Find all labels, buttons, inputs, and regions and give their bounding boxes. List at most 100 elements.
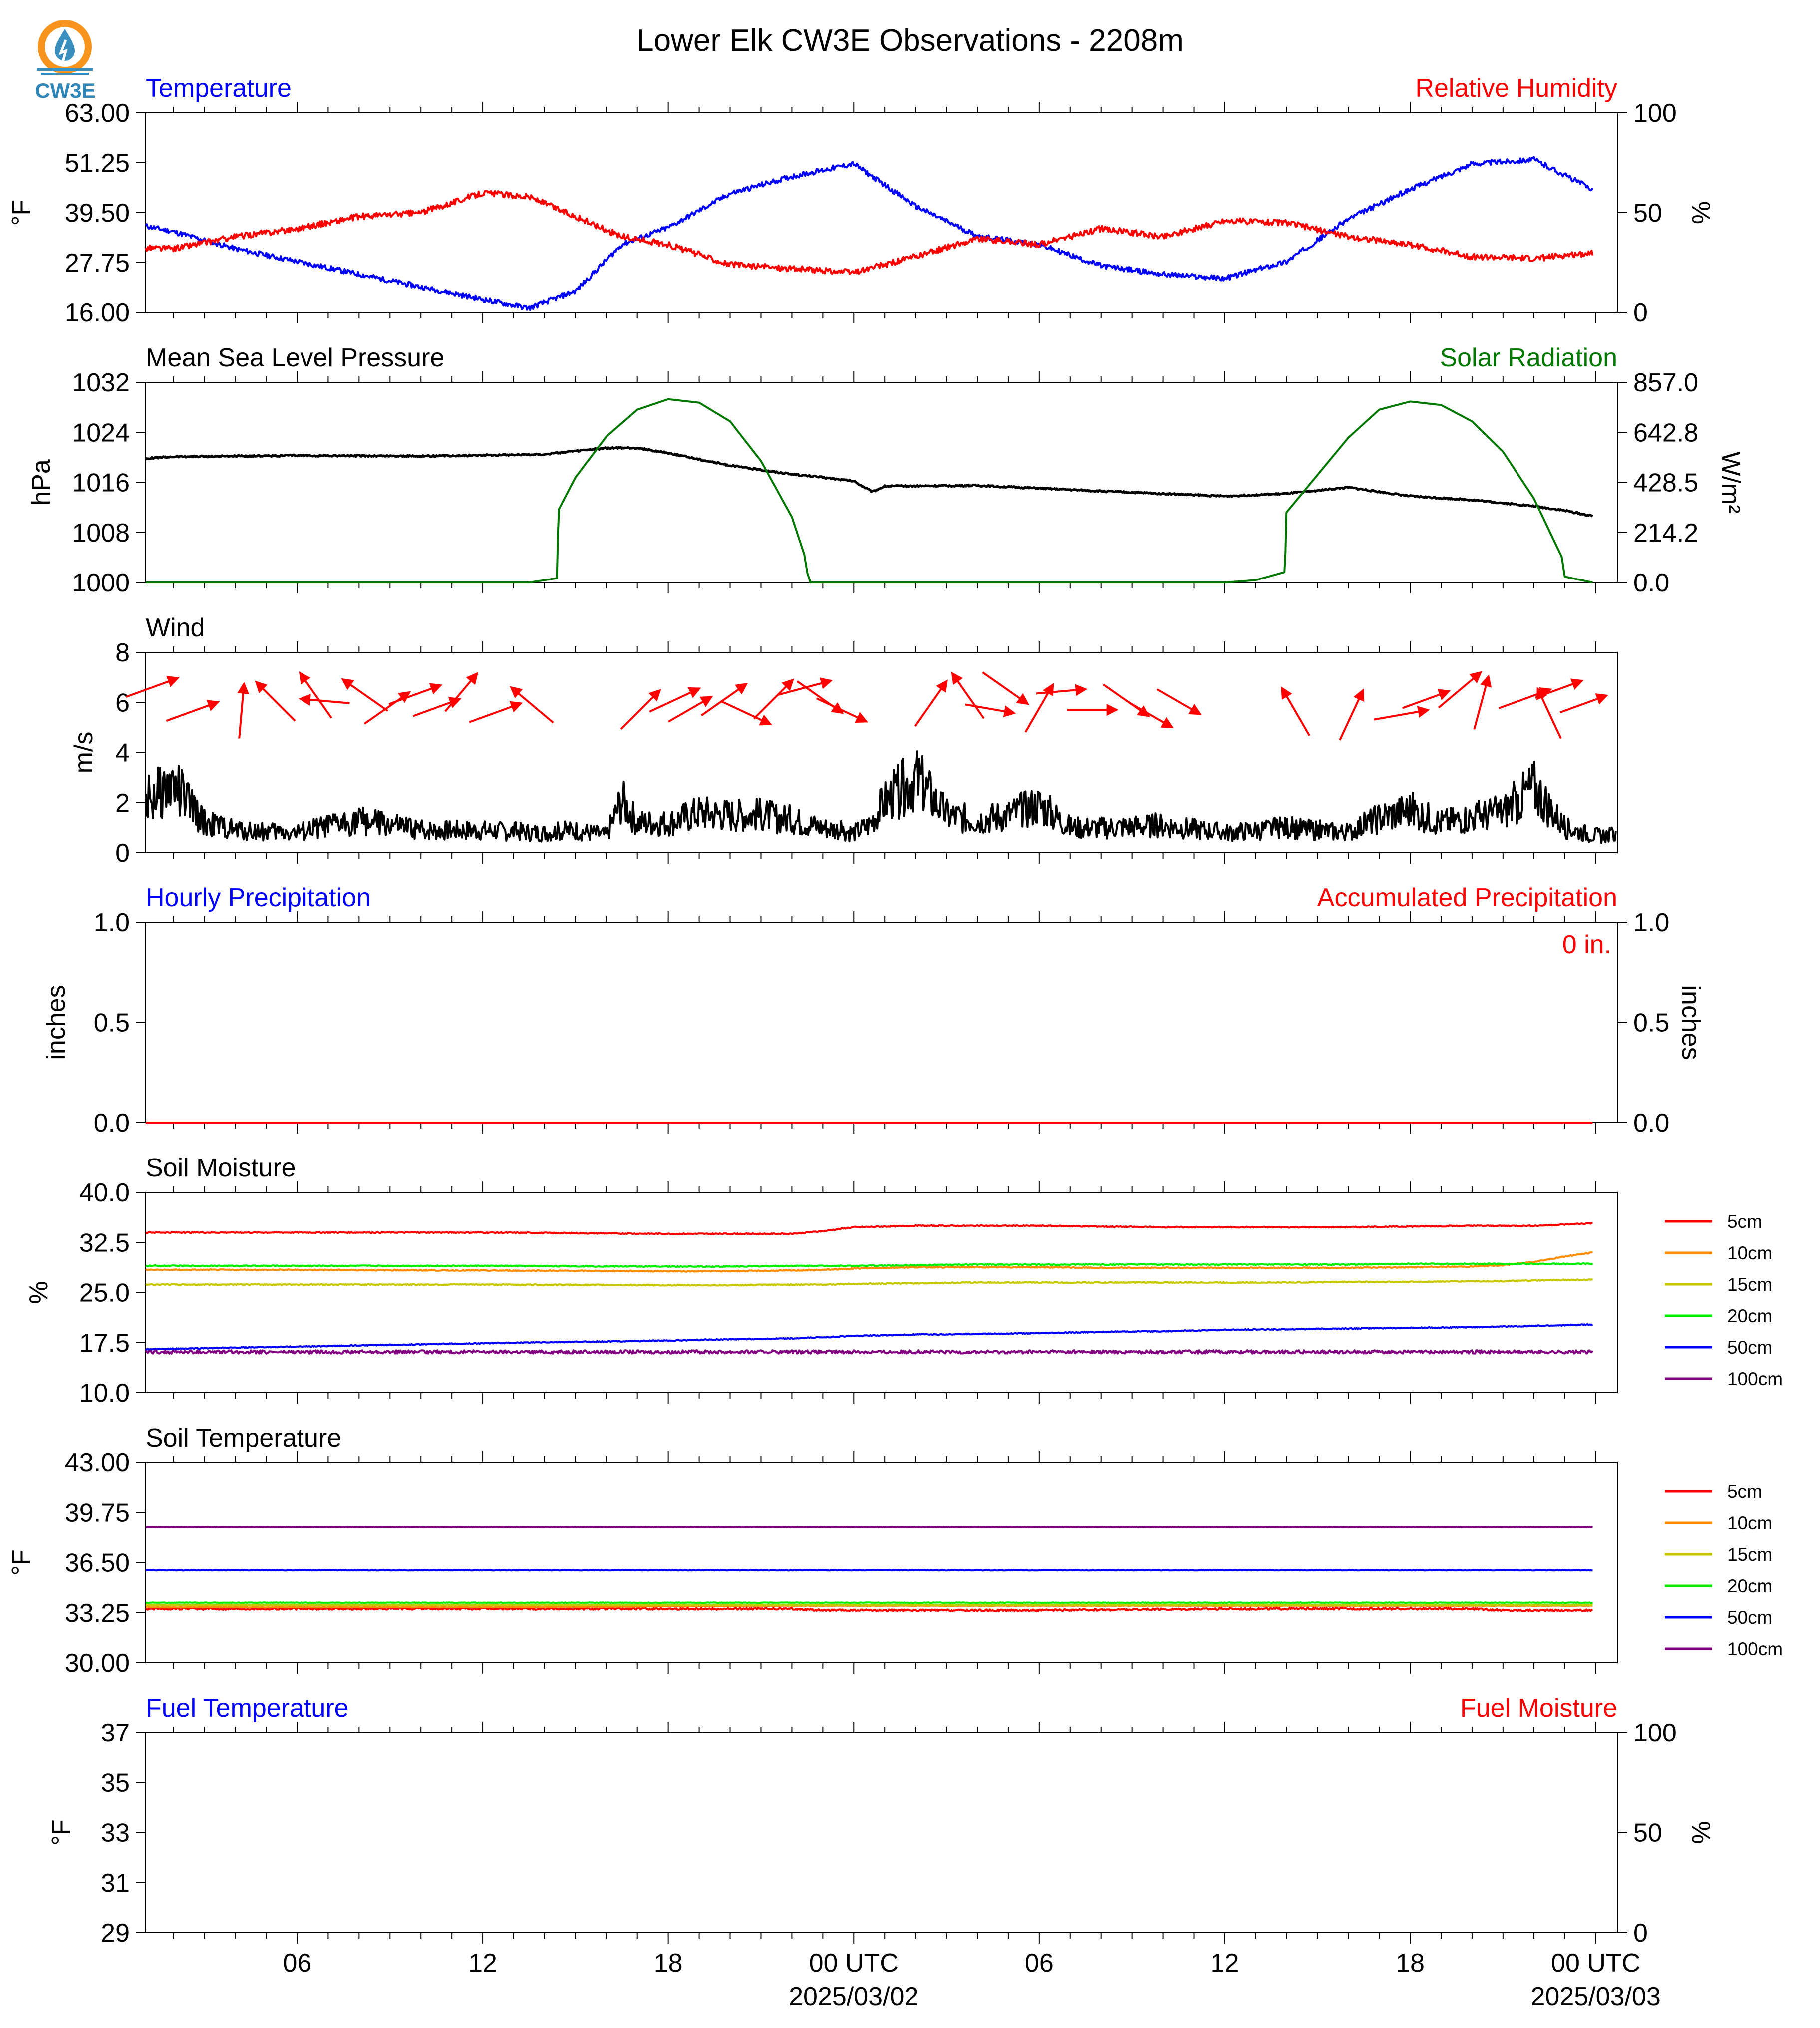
panel-frame [145,1462,1618,1663]
legend-label: 20cm [1727,1306,1772,1326]
wind-vector [363,691,411,725]
panel-fuel: 37 35 33 31 29 100 50 0 Fuel Temperature Fuel Moi… [47,1694,1715,1948]
y-tick-label: 36.50 [65,1549,130,1578]
y-tick-label: 8 [115,638,130,667]
soil-temp-50cm-line [145,1569,1593,1572]
y-tick-label: 6 [115,688,130,717]
y-tick-label: 33.25 [65,1599,130,1628]
wind-vector [649,687,701,713]
y-tick-label: 0.5 [94,1009,130,1038]
wind-vector [237,681,249,739]
wind-vector [777,677,833,696]
wind-vector [509,686,554,724]
panel-precip: 1.0 0.5 0.0 1.0 0.5 0.0 Hourly Precipitation Ac… [42,883,1705,1138]
y-tick-label: 39.50 [65,199,130,228]
wind-vector [1535,678,1584,699]
wind-vector [1373,706,1430,721]
legend-label: 10cm [1727,1243,1772,1263]
wind-vector [668,696,713,723]
panel-title-right: Accumulated Precipitation [1317,883,1617,912]
wind-vector [982,671,1030,705]
y2-tick-label: 0 [1633,298,1648,327]
wind-vector [444,672,479,712]
legend-label: 100cm [1727,1369,1783,1389]
logo-text: CW3E [35,79,96,102]
wind-vector [299,671,332,719]
legend-label: 10cm [1727,1513,1772,1533]
wind-vector [1103,683,1150,717]
panel-frame [145,112,1618,313]
legend-label: 5cm [1727,1211,1762,1232]
y-axis-label: hPa [27,459,56,506]
wind-vector [1559,693,1609,714]
y-tick-label: 1024 [72,418,130,447]
panel-temperature: 63.00 51.25 39.50 27.75 16.00 100 50 0 Temperatu… [7,74,1715,327]
panel-frame [145,1732,1618,1933]
wind-vector [914,679,948,727]
wind-vector [1473,674,1492,730]
y-tick-label: 32.5 [79,1228,130,1257]
y2-tick-label: 214.2 [1633,519,1698,548]
wind-vector [1438,671,1483,709]
wind-vector [388,683,443,705]
y-axis-label: °F [47,1819,76,1846]
y-axis-label: m/s [69,732,98,774]
panel-title-left: Wind [146,613,205,642]
y-axis-label: % [24,1281,53,1304]
x-date-label: 2025/03/03 [1531,1982,1661,2011]
wind-vector [720,700,772,726]
y-tick-label: 63.00 [65,99,130,128]
y-tick-label: 35 [101,1768,130,1797]
chart-title: Lower Elk CW3E Observations - 2208m [636,23,1184,58]
y2-tick-label: 857.0 [1633,368,1698,397]
y-tick-label: 51.25 [65,149,130,178]
y-tick-label: 2 [115,789,130,818]
soil-moisture-20cm-line [145,1262,1593,1268]
cw3e-logo-icon [37,20,93,75]
y2-axis-label: % [1686,1821,1715,1844]
y-tick-label: 16.00 [65,298,130,327]
y-tick-label: 25.0 [79,1279,130,1308]
solar-radiation-line [146,398,1593,583]
wind-vector [1281,686,1311,736]
y-tick-label: 39.75 [65,1498,130,1527]
x-tick-label: 06 [283,1949,312,1978]
panel-soil-temp: 43.00 39.75 36.50 33.25 30.00 Soil Temperatur… [7,1424,1783,1678]
y-axis-label: inches [42,985,71,1060]
panel-frame [145,922,1618,1123]
y2-tick-label: 0.0 [1633,569,1669,597]
y-tick-label: 31 [101,1869,130,1898]
soil-moisture-10cm-line [145,1251,1593,1273]
wind-vector [620,689,661,730]
wind-vector [1402,689,1451,709]
y2-tick-label: 0.5 [1633,1009,1669,1038]
y-tick-label: 10.0 [79,1379,130,1408]
wind-vector [753,678,794,720]
wind-vector [126,676,180,698]
soil-moisture-5cm-line [145,1221,1593,1235]
wind-vector [255,680,296,722]
x-tick-label: 12 [468,1949,497,1978]
wind-vector [341,678,388,712]
soil-moisture-15cm-line [145,1278,1593,1287]
y-tick-label: 33 [101,1819,130,1848]
y-tick-label: 0 [115,839,130,868]
panel-pressure: 1032 1024 1016 1008 1000 857.0 642.8 428.5 214.2… [27,343,1745,597]
soil-temp-5cm-line [145,1607,1593,1612]
legend-label: 50cm [1727,1607,1772,1628]
panel-title-left: Temperature [146,74,292,103]
y-tick-label: 37 [101,1719,130,1747]
panel-title-right: Fuel Moisture [1460,1694,1617,1723]
x-tick-label: 18 [1396,1949,1425,1978]
y2-tick-label: 1.0 [1633,908,1669,937]
wind-vector [700,682,748,716]
y-tick-label: 1032 [72,368,130,397]
y-tick-label: 1008 [72,519,130,548]
wind-vector [166,700,220,722]
legend-label: 15cm [1727,1544,1772,1565]
wind-vector [1036,684,1088,696]
wind-vector [298,693,350,706]
y2-axis-label: % [1686,201,1715,224]
y2-tick-label: 428.5 [1633,469,1698,498]
